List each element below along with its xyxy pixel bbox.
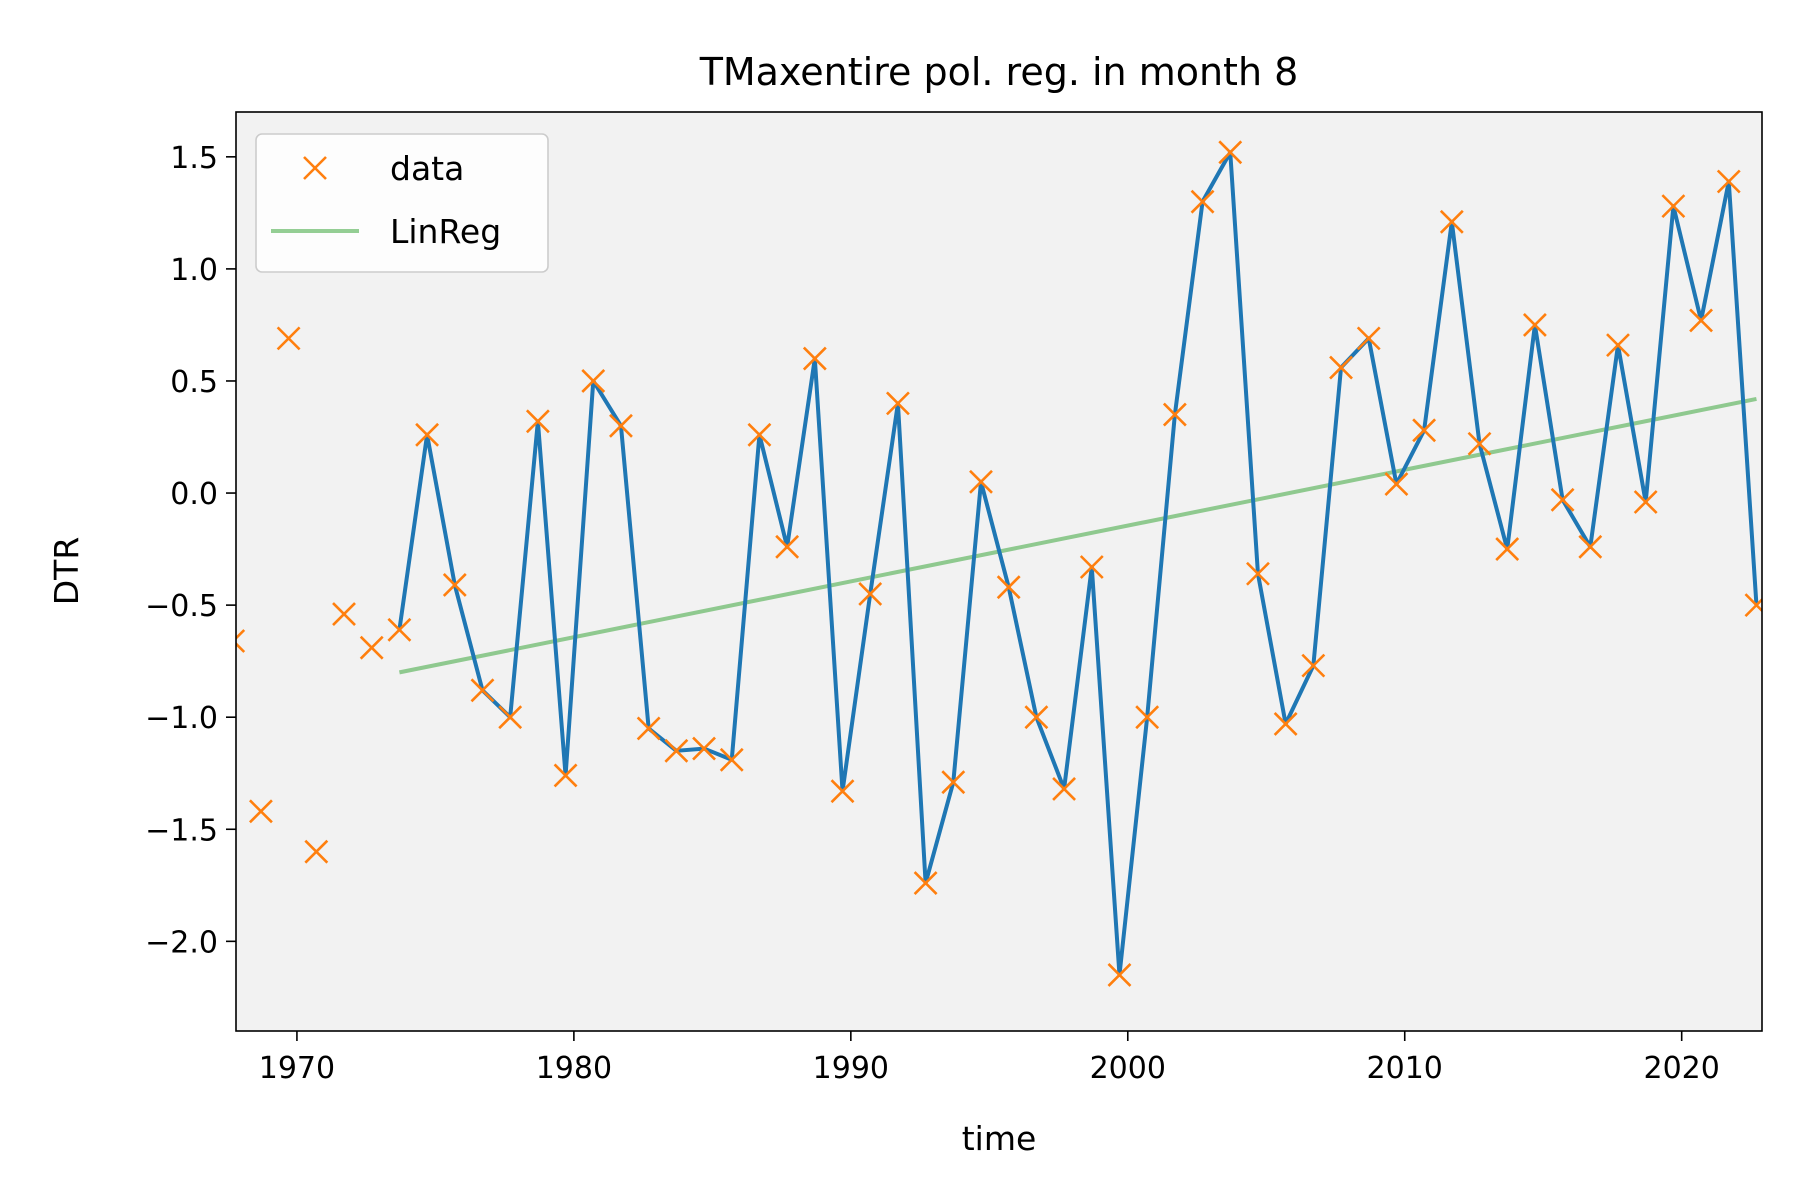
data-point [1273,712,1298,736]
series-lines [397,150,1759,977]
data-point [1467,431,1492,456]
data-point [1550,487,1575,512]
data-point [1135,705,1160,730]
x-tick-label: 1980 [536,1051,612,1086]
series-markers [236,140,1762,987]
legend-marker-x [303,156,327,180]
y-tick-label: 1.0 [170,253,218,288]
data-point [1079,555,1104,579]
data-point [830,779,855,804]
data-point [498,705,523,730]
linreg-line [399,396,1757,675]
data-point [1744,593,1762,618]
data-point [719,747,744,772]
data-point [1439,209,1464,234]
y-axis-ticks: −2.0 −1.5 −1.0 −0.5 0.0 0.5 1.0 1.5 [145,141,236,960]
data-point [1246,561,1270,586]
y-tick-label: −1.5 [145,813,218,848]
data-point [1329,355,1353,380]
data-point [236,629,246,653]
data-point [581,369,606,393]
data-point [1578,534,1603,559]
y-tick-label: −2.0 [145,925,218,960]
y-axis-label: DTR [47,537,86,606]
data-point [1107,963,1132,987]
data-point [858,581,883,606]
data-point [941,770,966,795]
x-tick-label: 2020 [1644,1051,1720,1086]
data-point [276,326,301,351]
data-point [525,409,550,434]
x-axis-label: time [962,1119,1037,1158]
data-point [359,635,384,660]
data-point [1522,313,1547,337]
y-tick-label: 1.5 [170,141,218,176]
data-point [802,346,827,371]
legend: data LinReg [255,133,549,273]
data-point [1661,194,1686,219]
legend-box [255,133,549,273]
data-point [1218,140,1243,165]
x-tick-label: 1990 [813,1051,889,1086]
legend-data-marker [303,156,327,180]
data-point [1356,326,1381,351]
data-point [996,575,1021,600]
data-point [913,871,938,895]
y-tick-label: −0.5 [145,589,218,624]
data-point [1689,308,1713,333]
data-point [415,422,440,447]
plot-frame [235,111,1763,1032]
data-point [442,573,467,597]
data-point [387,617,412,642]
data-point [747,422,772,447]
y-tick-label: 0.5 [170,365,218,400]
data-point [1384,472,1409,497]
data-point [304,839,329,864]
data-point [1162,402,1187,427]
y-tick-label: 0.0 [170,477,218,512]
legend-linreg-label: LinReg [390,212,501,251]
y-tick-label: −1.0 [145,701,218,736]
data-point [692,736,716,761]
legend-data-label: data [390,149,464,188]
chart-title: TMaxentire pol. reg. in month 8 [699,50,1299,94]
data-point [249,799,273,824]
data-point [1495,537,1520,562]
data-line [397,150,1759,977]
data-point [332,602,356,627]
data-point [1190,189,1215,214]
data-point [470,678,495,703]
data-point [1301,653,1326,678]
data-point [885,391,910,416]
data-point [1606,333,1630,358]
data-point [775,534,800,559]
data-point [969,469,993,494]
data-point [553,763,578,788]
data-point [636,716,661,741]
data-point [1633,490,1658,514]
x-tick-label: 2000 [1090,1051,1166,1086]
x-tick-label: 2010 [1367,1051,1443,1086]
data-point [1716,169,1741,194]
data-point [609,413,633,438]
data-point [1024,705,1049,730]
data-point [1052,777,1077,801]
data-point [1412,418,1437,443]
data-point [664,738,689,763]
x-tick-label: 1970 [259,1051,335,1086]
x-axis-ticks: 1970 1980 1990 2000 2010 2020 [259,1031,1720,1086]
